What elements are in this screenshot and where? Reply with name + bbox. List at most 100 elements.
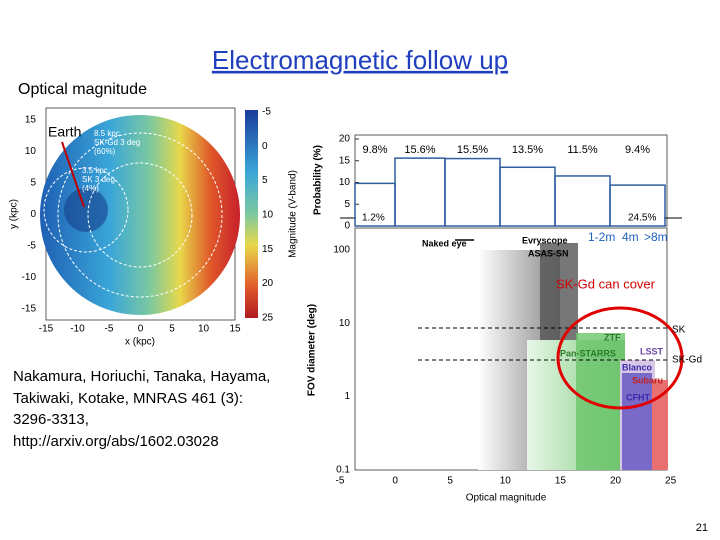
citation: Nakamura, Horiuchi, Tanaka, Hayama, Taki… [13, 368, 270, 450]
detector-label: SK [672, 325, 686, 336]
map-ticks: -15 -10 -5 0 5 10 15 15 10 5 0 -5 -10 -15 -5 0 5 10 15 20 25 [22, 107, 274, 335]
prob-value-label: 9.8% [362, 144, 387, 156]
colorbar-tick: 15 [262, 244, 274, 255]
map-x-label: x (kpc) [125, 337, 155, 348]
fov-chart: Naked eye Evryscope ASAS-SN 1-2m 4m >8m … [307, 227, 702, 504]
overflow-label: 1.2% [362, 213, 385, 224]
map-figure: 8.5 kpc SK-Gd 3 deg (60%) 3.5 kpc SK 3 d… [9, 107, 299, 348]
blanco-region [622, 373, 652, 470]
probability-chart: Probability (%) 1.2% 24.5% 20 15 10 5 0 9.8% 1… [313, 134, 682, 232]
prob-value-label: 11.5% [567, 144, 598, 156]
page-number: 21 [696, 522, 708, 534]
fov-x-tick: 15 [555, 476, 567, 487]
map-x-tick: 5 [169, 324, 175, 335]
left-label: Optical magnitude [18, 81, 147, 98]
telescope-label: CFHT [626, 392, 650, 402]
map-y-tick: -5 [27, 241, 36, 252]
earth-label: Earth [48, 124, 81, 140]
map-x-tick: 10 [198, 324, 210, 335]
ztf-region [576, 333, 625, 470]
colorbar-tick: 0 [262, 141, 268, 152]
fov-x-label: Optical magnitude [466, 493, 547, 504]
overflow-label: 24.5% [628, 213, 656, 224]
telescope-label: ASAS-SN [528, 248, 569, 258]
prob-bar [609, 184, 666, 227]
map-y-tick: 0 [30, 209, 36, 220]
fov-x-tick: 0 [392, 476, 398, 487]
telescope-label: Blanco [622, 362, 653, 372]
fov-y-tick: 10 [339, 318, 351, 329]
map-x-tick: 0 [138, 324, 144, 335]
colorbar [245, 110, 258, 318]
map-y-tick: 10 [25, 146, 37, 157]
fov-ticks: 100 10 1 0.1-5 0 5 10 15 20 25 [333, 245, 676, 487]
map-x-tick: -5 [105, 324, 114, 335]
map-y-label: y (kpc) [9, 199, 20, 229]
map-annotation: SK 3 deg [82, 175, 115, 184]
citation-line: Takiwaki, Kotake, MNRAS 461 (3): [13, 390, 243, 407]
prob-y-label: Probability (%) [313, 145, 324, 215]
telescope-label: Pan-STARRS [560, 348, 616, 358]
telescope-class: >8m [644, 230, 668, 244]
fov-y-tick: 100 [333, 245, 350, 256]
map-y-tick: 5 [30, 178, 36, 189]
map-y-tick: 15 [25, 115, 37, 126]
colorbar-tick: -5 [262, 107, 271, 118]
map-annotation: 3.5 kpc [82, 166, 108, 175]
map-x-tick: -10 [70, 324, 85, 335]
prob-y-tick: 10 [339, 177, 351, 188]
prob-bar [499, 166, 556, 227]
earth-region [64, 188, 108, 232]
earth-arrow [61, 141, 85, 208]
ring [57, 132, 223, 298]
telescope-class: 1-2m [588, 230, 615, 244]
fov-x-tick: 5 [447, 476, 453, 487]
citation-line: http://arxiv.org/abs/1602.03028 [13, 433, 219, 450]
prob-y-tick: 0 [344, 221, 350, 232]
galaxy-disk [40, 115, 240, 315]
prob-value-label: 9.4% [625, 144, 650, 156]
map-annotation: SK-Gd 3 deg [94, 138, 140, 147]
ring [87, 162, 193, 268]
citation-line: Nakamura, Horiuchi, Tanaka, Hayama, [13, 368, 270, 385]
fov-x-tick: 10 [500, 476, 512, 487]
colorbar-tick: 10 [262, 210, 274, 221]
colorbar-label: Magnitude (V-band) [288, 170, 299, 258]
prob-bar [554, 175, 611, 227]
telescope-label: Evryscope [522, 235, 568, 245]
prob-y-tick: 20 [339, 134, 351, 145]
highlight-ellipse [556, 306, 684, 410]
prob-value-label: 15.6% [404, 144, 435, 156]
telescope-label: LSST [640, 346, 664, 356]
colorbar-tick: 25 [262, 312, 274, 323]
subaru-region [652, 380, 668, 470]
map-y-tick: -10 [22, 272, 37, 283]
fov-x-tick: -5 [336, 476, 345, 487]
colorbar-tick: 5 [262, 175, 268, 186]
fov-x-tick: 20 [610, 476, 622, 487]
prob-bar [444, 157, 501, 227]
telescope-label: Naked eye [422, 238, 467, 248]
map-x-tick: 15 [229, 324, 241, 335]
telescope-class: 4m [622, 230, 639, 244]
note: SK-Gd can cover [556, 276, 656, 291]
telescope-label: Subaru [632, 375, 663, 385]
title: Electromagnetic follow up [212, 45, 508, 75]
map-annotation: (60%) [94, 147, 116, 156]
ring [43, 167, 129, 253]
prob-value-label: 15.5% [457, 144, 488, 156]
prob-y-tick: 15 [339, 155, 351, 166]
map-annotation: (4%) [82, 184, 99, 193]
prob-bar [394, 157, 446, 227]
colorbar-tick: 20 [262, 278, 274, 289]
prob-y-tick: 5 [344, 199, 350, 210]
citation-line: 3296-3313, [13, 411, 89, 428]
map-y-tick: -15 [22, 304, 37, 315]
telescope-label: ZTF [604, 332, 621, 342]
fov-y-label: FOV diameter (deg) [307, 304, 318, 396]
fov-y-tick: 0.1 [336, 465, 350, 476]
prob-value-label: 13.5% [512, 144, 543, 156]
fov-y-tick: 1 [344, 391, 350, 402]
map-annotation: 8.5 kpc [94, 129, 120, 138]
